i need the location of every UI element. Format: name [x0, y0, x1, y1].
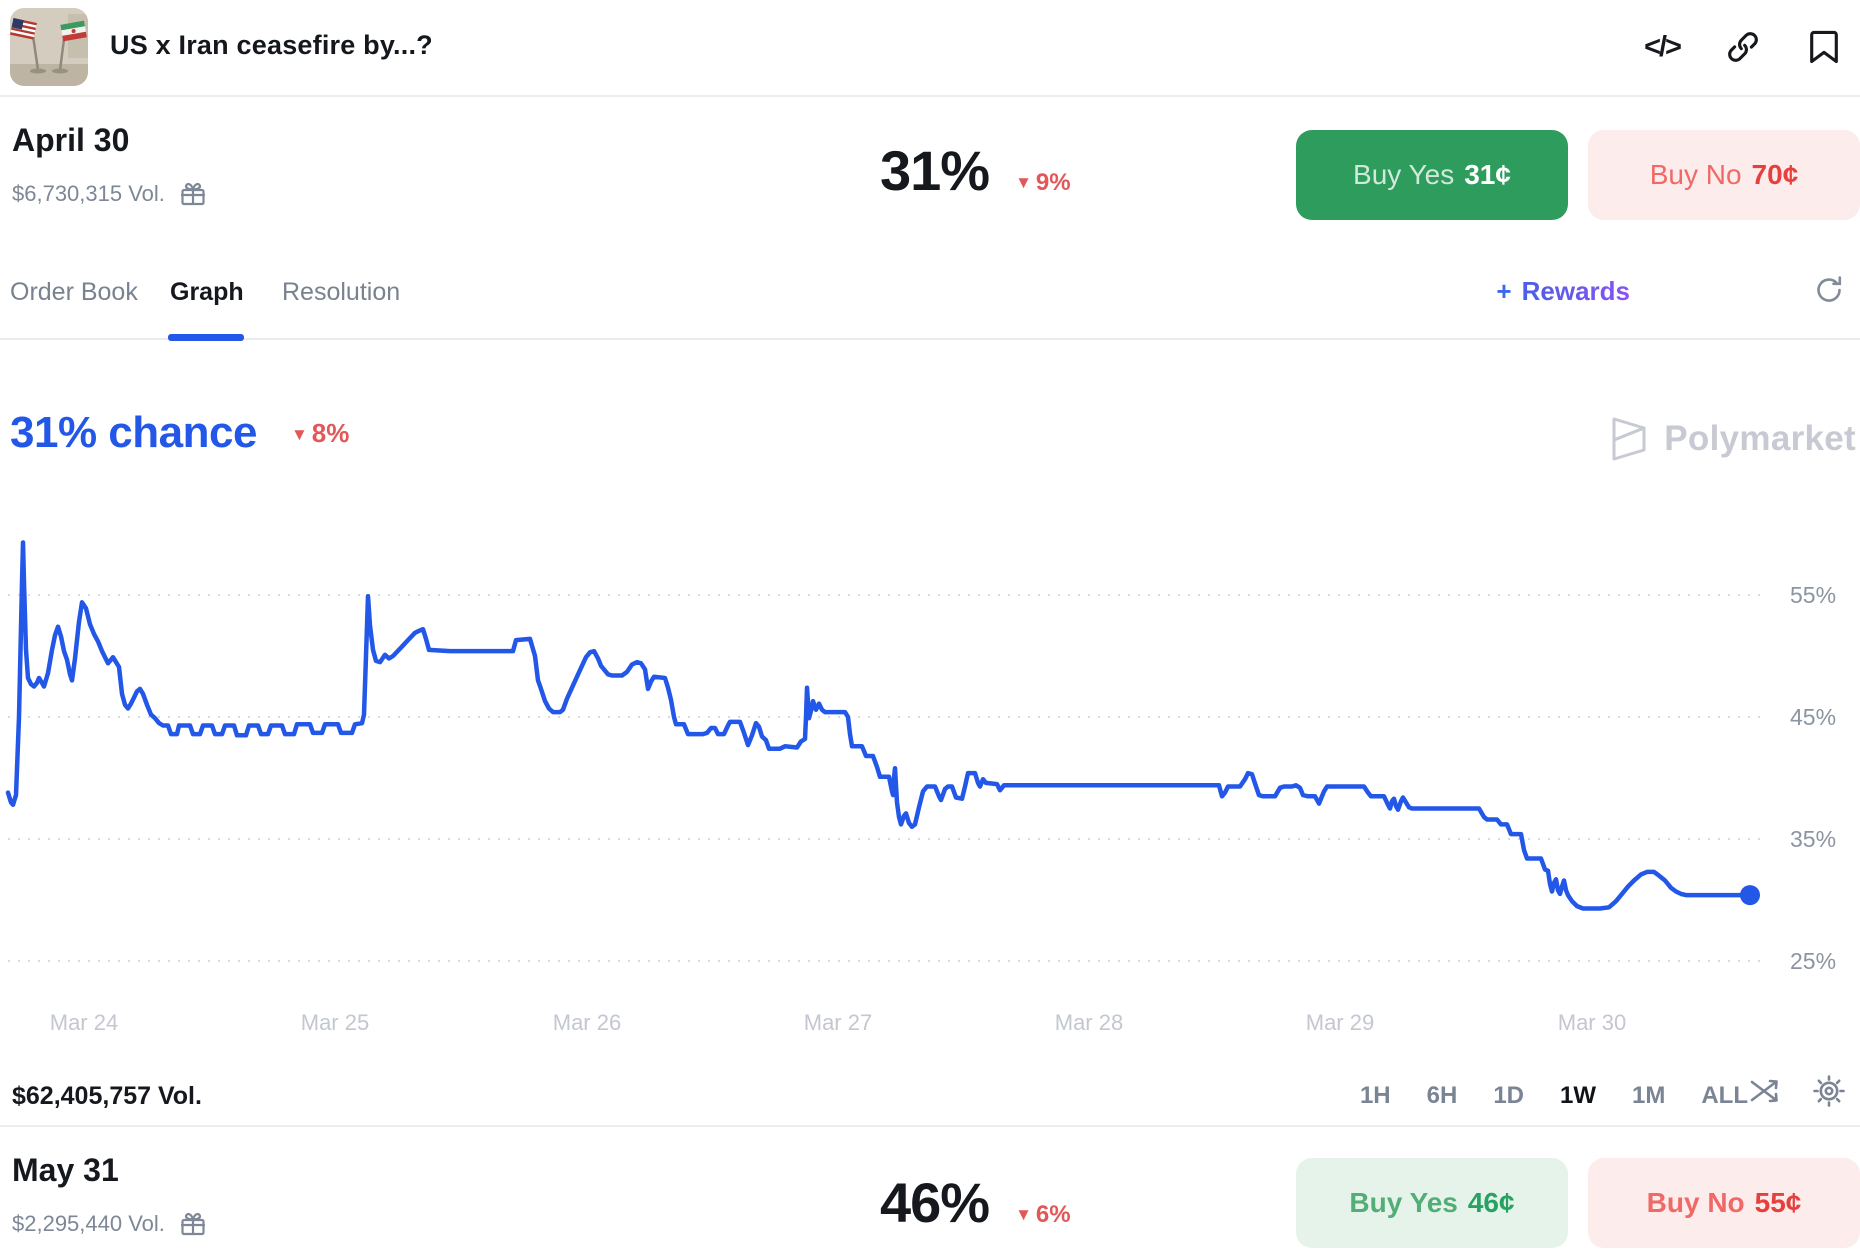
bookmark-icon[interactable]: [1806, 28, 1842, 66]
page-title: US x Iran ceasefire by...?: [110, 30, 433, 60]
gift-icon[interactable]: [179, 180, 207, 208]
buy-no-button[interactable]: Buy No 70¢: [1588, 130, 1860, 220]
range-6h[interactable]: 6H: [1426, 1082, 1458, 1109]
market-volume: $2,295,440 Vol.: [12, 1210, 207, 1238]
time-range-selector: 1H 6H 1D 1W 1M ALL: [1360, 1082, 1748, 1110]
us-iran-flags-image: [10, 8, 88, 86]
y-axis-label: 25%: [1790, 948, 1836, 974]
chart-headline: 31% chance ▼ 8%: [10, 408, 349, 458]
chance-headline-change: ▼ 8%: [290, 417, 350, 448]
range-all[interactable]: ALL: [1701, 1082, 1748, 1109]
rewards-link[interactable]: + Rewards: [1496, 276, 1630, 306]
link-icon[interactable]: [1724, 28, 1762, 66]
down-triangle-icon: ▼: [1015, 1205, 1032, 1224]
latest-point-dot: [1740, 885, 1760, 906]
range-1w[interactable]: 1W: [1560, 1082, 1596, 1109]
down-triangle-icon: ▼: [290, 424, 308, 444]
gift-icon[interactable]: [179, 1210, 207, 1238]
y-axis-label: 55%: [1790, 582, 1836, 608]
active-tab-underline: [168, 334, 244, 341]
range-1h[interactable]: 1H: [1359, 1082, 1391, 1109]
market-thumbnail: [10, 8, 88, 86]
buy-yes-button[interactable]: Buy Yes 46¢: [1296, 1158, 1568, 1248]
header-divider: [0, 95, 1860, 97]
section-divider: [0, 1125, 1860, 1127]
x-axis-label: Mar 27: [804, 1010, 872, 1035]
embed-icon[interactable]: </>: [1644, 30, 1682, 63]
refresh-icon[interactable]: [1813, 274, 1845, 306]
market-label: April 30: [12, 122, 130, 158]
y-axis-label: 45%: [1790, 704, 1836, 730]
tab-graph[interactable]: Graph: [170, 278, 244, 306]
market-volume: $6,730,315 Vol.: [12, 180, 207, 208]
chance-change: ▼ 9%: [1015, 169, 1071, 196]
plus-icon: +: [1496, 276, 1512, 306]
x-axis-label: Mar 25: [301, 1010, 369, 1035]
chance-value: 31%: [880, 139, 990, 202]
chance-headline-value: 31% chance: [10, 408, 257, 457]
x-axis-label: Mar 26: [553, 1010, 621, 1035]
range-1m[interactable]: 1M: [1632, 1082, 1666, 1109]
tab-bar: Order Book Graph Resolution + Rewards: [0, 262, 1860, 342]
header: US x Iran ceasefire by...? </>: [0, 0, 1860, 95]
x-axis-label: Mar 24: [50, 1010, 118, 1035]
down-triangle-icon: ▼: [1015, 173, 1032, 192]
range-1d[interactable]: 1D: [1493, 1082, 1524, 1109]
x-axis-label: Mar 30: [1558, 1010, 1626, 1035]
x-axis-label: Mar 28: [1055, 1010, 1123, 1035]
chance-change: ▼ 6%: [1015, 1201, 1071, 1228]
settings-gear-icon[interactable]: [1812, 1074, 1846, 1108]
probability-chart[interactable]: 55% 45% 35% 25% Mar 24 Mar 25 Mar 26 Mar 27 Mar …: [0, 470, 1860, 1050]
market-chance: 46% ▼ 6%: [880, 1170, 1071, 1235]
polymarket-watermark-text: Polymarket: [1664, 419, 1856, 458]
tab-resolution[interactable]: Resolution: [282, 278, 401, 306]
tab-order-book[interactable]: Order Book: [10, 278, 138, 306]
y-axis-label: 35%: [1790, 826, 1836, 852]
buy-yes-button[interactable]: Buy Yes 31¢: [1296, 130, 1568, 220]
market-chance: 31% ▼ 9%: [880, 138, 1071, 203]
polymarket-logo-icon: [1612, 417, 1646, 461]
market-label: May 31: [12, 1152, 119, 1188]
compare-markets-icon[interactable]: [1748, 1075, 1782, 1107]
buy-no-button[interactable]: Buy No 55¢: [1588, 1158, 1860, 1248]
total-volume: $62,405,757 Vol.: [12, 1082, 202, 1110]
tabs-divider: [0, 338, 1860, 340]
x-axis-label: Mar 29: [1306, 1010, 1374, 1035]
polymarket-watermark: Polymarket: [1606, 414, 1856, 464]
price-line: [5, 540, 1753, 911]
chance-value: 46%: [880, 1171, 990, 1234]
